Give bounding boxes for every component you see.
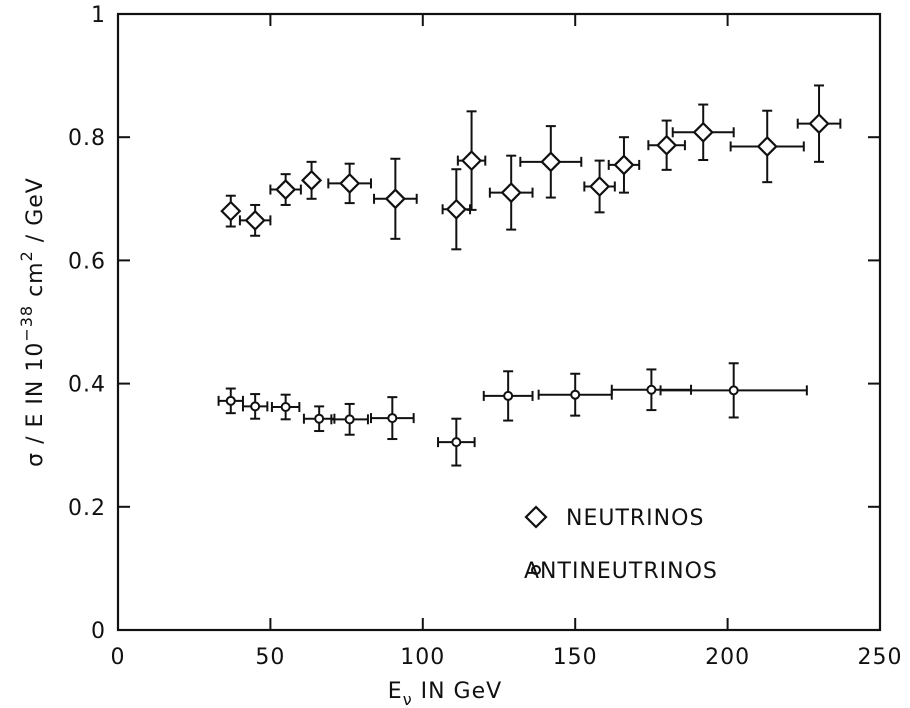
antineutrino-point — [330, 402, 369, 436]
diamond-marker — [540, 151, 562, 173]
antineutrino-point — [302, 405, 336, 433]
x-tick-label: 250 — [858, 645, 903, 670]
y-tick-label: 0.8 — [68, 126, 106, 151]
diamond-marker — [300, 169, 323, 191]
x-tick-label: 150 — [553, 645, 598, 670]
plot-frame — [116, 12, 882, 632]
circle-marker — [250, 401, 261, 412]
antineutrino-point — [241, 393, 269, 420]
legend-label-antineutrinos: ANTINEUTRINOS — [524, 559, 718, 584]
series-antineutrinos — [217, 362, 808, 467]
x-tick-label: 0 — [111, 645, 126, 670]
diamond-marker — [244, 209, 266, 231]
circle-marker — [646, 384, 657, 395]
diamond-marker — [384, 188, 406, 210]
diamond-marker — [756, 135, 778, 157]
neutrino-point — [671, 103, 735, 161]
antineutrino-point — [437, 417, 476, 467]
legend-circle-marker — [531, 565, 541, 575]
neutrino-point — [796, 84, 842, 163]
neutrino-point — [441, 168, 472, 251]
diamond-marker — [589, 175, 611, 198]
y-tick-label: 0 — [91, 619, 106, 644]
neutrino-point — [583, 159, 616, 214]
x-tick-label: 100 — [400, 645, 445, 670]
diamond-marker — [445, 198, 467, 220]
neutrino-point — [327, 162, 372, 205]
axis-ticks — [117, 13, 881, 631]
circle-marker — [280, 402, 291, 413]
x-tick-label: 200 — [705, 645, 750, 670]
circle-marker — [728, 385, 739, 396]
y-tick-labels: 0 0.2 0.4 0.6 0.8 1 — [68, 3, 106, 644]
legend: NEUTRINOS ANTINEUTRINOS — [524, 505, 718, 584]
x-tick-labels: 0 50 100 150 200 250 — [111, 645, 903, 670]
x-axis-title: Eν IN GeV — [388, 679, 502, 708]
legend-label-neutrinos: NEUTRINOS — [566, 506, 704, 531]
neutrino-point — [269, 173, 302, 206]
legend-item-neutrinos: NEUTRINOS — [524, 505, 704, 531]
diamond-marker — [656, 134, 678, 156]
neutrino-point — [519, 125, 583, 199]
neutrino-point — [373, 157, 418, 240]
diamond-marker — [461, 150, 483, 172]
circle-marker — [570, 389, 581, 400]
legend-diamond-marker — [524, 505, 548, 529]
neutrino-point — [647, 119, 686, 171]
circle-marker — [344, 414, 355, 425]
antineutrino-point — [369, 396, 415, 441]
y-axis-title: σ / E IN 10−38 cm2 / GeV — [17, 177, 48, 467]
circle-marker — [503, 390, 514, 401]
y-tick-label: 1 — [91, 3, 106, 28]
circle-marker — [314, 413, 325, 424]
neutrino-point — [729, 109, 805, 184]
y-tick-label: 0.4 — [68, 373, 106, 398]
antineutrino-point — [217, 387, 244, 415]
neutrino-point — [300, 160, 323, 200]
diamond-marker — [692, 121, 714, 143]
y-tick-label: 0.2 — [68, 496, 106, 521]
x-tick-label: 50 — [255, 645, 285, 670]
neutrino-point — [238, 203, 272, 237]
neutrino-point — [488, 154, 534, 231]
neutrino-point — [220, 194, 242, 228]
antineutrino-point — [482, 370, 534, 422]
diamond-marker — [613, 154, 635, 176]
antineutrino-point — [659, 362, 808, 419]
antineutrino-point — [537, 372, 613, 417]
y-tick-label: 0.6 — [68, 249, 106, 274]
circle-marker — [387, 413, 398, 424]
neutrino-point — [607, 136, 641, 194]
series-neutrinos — [220, 84, 842, 251]
circle-marker — [225, 395, 236, 406]
antineutrino-point — [270, 393, 301, 421]
diamond-marker — [500, 182, 522, 204]
diamond-marker — [275, 179, 297, 201]
circle-marker — [451, 437, 462, 448]
legend-item-antineutrinos: ANTINEUTRINOS — [524, 559, 718, 584]
diamond-marker — [808, 113, 830, 135]
diamond-marker — [339, 172, 361, 194]
neutrino-point — [456, 110, 487, 211]
diamond-marker — [220, 200, 242, 222]
